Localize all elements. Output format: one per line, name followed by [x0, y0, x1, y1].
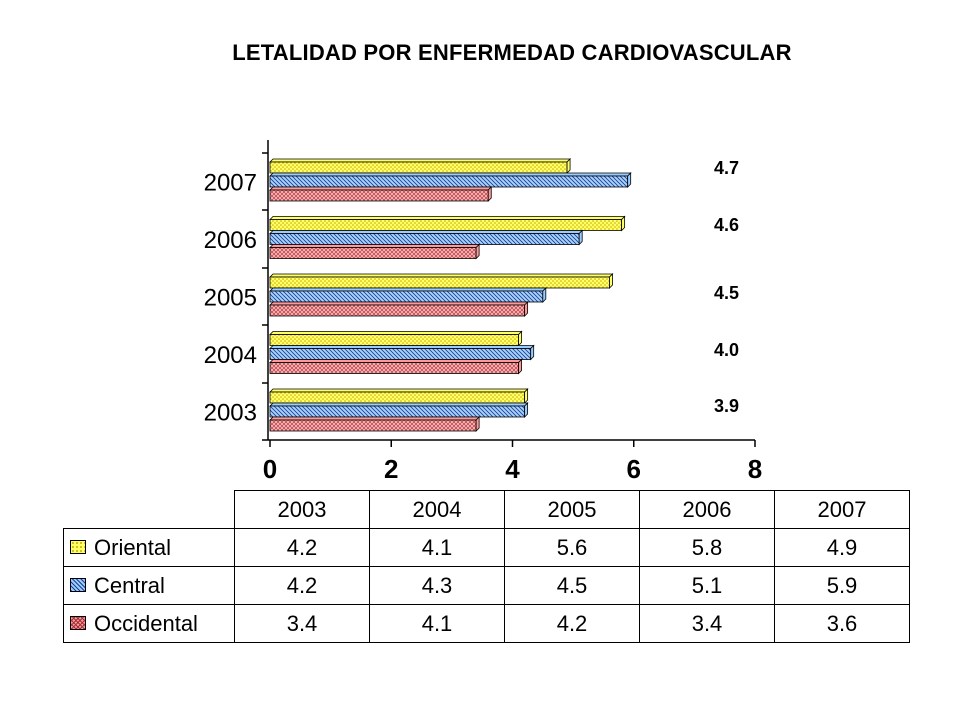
bar — [269, 273, 614, 289]
table-cell: 5.1 — [639, 566, 775, 605]
table-year-header: 2005 — [504, 490, 640, 529]
table-cell: 3.4 — [639, 604, 775, 643]
bar — [269, 416, 481, 432]
table-cell: 5.8 — [639, 528, 775, 567]
table-corner — [64, 491, 235, 529]
x-tick-label: 2 — [384, 454, 398, 484]
x-tick-label: 0 — [263, 454, 277, 484]
legend-label: Occidental — [94, 610, 198, 636]
x-tick-label: 6 — [627, 454, 641, 484]
bar — [269, 301, 529, 317]
bar — [269, 330, 523, 347]
annotation-label: 4.0 — [714, 340, 740, 360]
y-tick-label: 2006 — [204, 227, 257, 254]
annotation-label: 4.7 — [714, 158, 740, 178]
annotation-label: 3.9 — [714, 396, 740, 416]
table-row: Central 4.2 4.3 4.5 5.1 5.9 — [63, 566, 910, 605]
legend-key — [70, 615, 86, 630]
table-year-header: 2003 — [234, 490, 370, 529]
table-year-header: 2004 — [369, 490, 505, 529]
legend-label: Central — [94, 572, 165, 598]
bar — [269, 358, 523, 375]
table-cell: 4.1 — [369, 528, 505, 567]
table-cell: 3.6 — [774, 604, 910, 643]
table-row: Oriental 4.2 4.1 5.6 5.8 4.9 — [63, 528, 910, 567]
data-table: 2003 2004 2005 2006 2007 Oriental 4.2 4.1 5.6 5.8… — [63, 490, 910, 643]
bar — [269, 158, 572, 174]
bar — [269, 172, 632, 188]
table-cell: 5.9 — [774, 566, 910, 605]
y-tick-label: 2004 — [204, 342, 257, 369]
table-cell: 3.4 — [234, 604, 370, 643]
legend-label: Oriental — [94, 534, 172, 560]
table-row: Occidental 3.4 4.1 4.2 3.4 3.6 — [63, 604, 910, 643]
bar — [269, 186, 493, 202]
bars-layer — [269, 158, 632, 432]
table-cell: 4.5 — [504, 566, 640, 605]
legend-entry: Central — [63, 566, 235, 605]
table-cell: 4.3 — [369, 566, 505, 605]
table-cell: 5.6 — [504, 528, 640, 567]
bar — [269, 287, 547, 303]
table-cell: 4.2 — [504, 604, 640, 643]
annotation-label: 4.6 — [714, 215, 740, 235]
y-tick-label: 2003 — [204, 400, 257, 427]
annotation-label: 4.5 — [714, 283, 740, 303]
y-tick-label: 2007 — [204, 170, 257, 197]
table-year-header: 2006 — [639, 490, 775, 529]
legend-entry: Oriental — [63, 528, 235, 567]
chart-title: LETALIDAD POR ENFERMEDAD CARDIOVASCULAR — [232, 40, 792, 65]
table-cell: 4.2 — [234, 566, 370, 605]
bar — [269, 229, 584, 246]
bar — [269, 215, 626, 232]
x-tick-label: 4 — [505, 454, 520, 484]
table-header-row: 2003 2004 2005 2006 2007 — [64, 490, 910, 529]
legend-key — [70, 539, 86, 554]
legend-entry: Occidental — [63, 604, 235, 643]
bar — [269, 243, 481, 260]
table-cell: 4.9 — [774, 528, 910, 567]
bar — [269, 344, 535, 361]
axes-layer: 2003 2004 2005 2006 2007 0 2 4 6 8 — [204, 140, 762, 484]
table-cell: 4.1 — [369, 604, 505, 643]
legend-key — [70, 577, 86, 592]
table-cell: 4.2 — [234, 528, 370, 567]
bar — [269, 388, 529, 404]
y-tick-label: 2005 — [204, 285, 257, 312]
bar — [269, 402, 529, 418]
table-year-header: 2007 — [774, 490, 910, 529]
x-tick-label: 8 — [748, 454, 762, 484]
